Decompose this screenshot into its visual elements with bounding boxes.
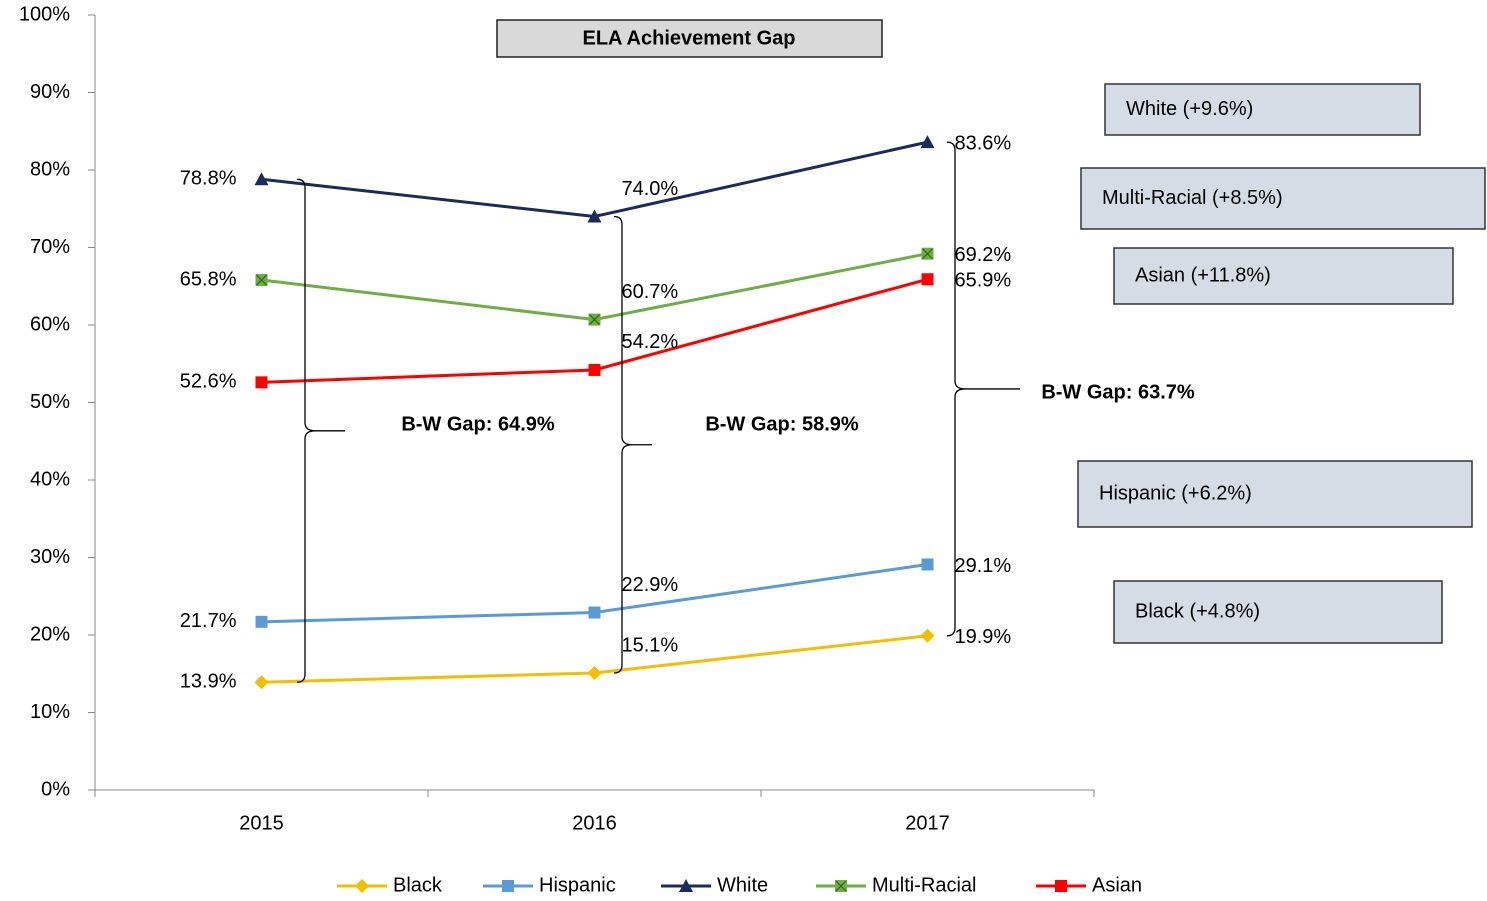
y-tick-label: 60%	[30, 313, 70, 335]
marker	[920, 135, 935, 149]
marker	[920, 628, 935, 643]
marker-cross	[256, 274, 267, 286]
legend-marker	[355, 879, 369, 893]
y-tick-label: 50%	[30, 391, 70, 413]
change-label: White (+9.6%)	[1126, 98, 1253, 120]
marker	[921, 558, 934, 571]
legend-marker	[1055, 880, 1067, 892]
y-tick-label: 40%	[30, 468, 70, 490]
change-label: Asian (+11.8%)	[1135, 264, 1271, 286]
marker	[255, 615, 268, 628]
legend-label: White	[717, 874, 768, 896]
change-label: Black (+4.8%)	[1135, 600, 1260, 622]
gap-label: B-W Gap: 58.9%	[705, 413, 859, 435]
series-line	[261, 252, 928, 322]
data-label: 78.8%	[180, 168, 237, 190]
marker-cross	[835, 880, 847, 892]
data-label: 65.8%	[180, 268, 237, 290]
data-label: 29.1%	[955, 555, 1012, 577]
marker-cross	[589, 314, 600, 325]
y-tick-label: 100%	[19, 3, 70, 25]
change-box	[1104, 83, 1421, 136]
gap-brace	[613, 215, 652, 674]
change-label: Hispanic (+6.2%)	[1099, 482, 1252, 504]
change-box	[1113, 580, 1443, 644]
y-tick-label: 30%	[30, 546, 70, 568]
data-label: 60.7%	[622, 281, 679, 303]
y-tick-label: 10%	[30, 701, 70, 723]
marker-cross	[922, 248, 933, 260]
y-tick-label: 0%	[41, 778, 70, 800]
marker	[254, 172, 269, 186]
data-label: 21.7%	[180, 610, 237, 632]
data-label: 15.1%	[622, 634, 679, 656]
chart-title: ELA Achievement Gap	[582, 27, 795, 49]
legend-marker	[679, 879, 693, 892]
data-label: 19.9%	[955, 626, 1012, 648]
change-label: Multi-Racial (+8.5%)	[1102, 187, 1283, 209]
data-label: 52.6%	[180, 371, 237, 393]
data-label: 69.2%	[955, 244, 1012, 266]
marker	[255, 376, 268, 389]
y-tick-label: 90%	[30, 81, 70, 103]
x-tick-label: 2017	[905, 812, 950, 834]
title-box	[496, 19, 883, 58]
marker	[254, 675, 269, 690]
legend-label: Black	[393, 874, 443, 896]
x-tick-label: 2015	[239, 812, 284, 834]
data-label: 13.9%	[180, 671, 237, 693]
marker	[587, 665, 602, 680]
data-label: 65.9%	[955, 270, 1012, 292]
change-box	[1080, 167, 1486, 230]
y-tick-label: 70%	[30, 236, 70, 258]
data-label: 83.6%	[955, 132, 1012, 154]
legend-label: Hispanic	[539, 874, 616, 896]
change-box	[1113, 247, 1454, 305]
legend-marker	[502, 880, 514, 892]
gap-label: B-W Gap: 64.9%	[401, 413, 555, 435]
series-line	[261, 140, 928, 219]
marker	[588, 363, 601, 376]
marker	[921, 273, 934, 286]
data-label: 22.9%	[622, 574, 679, 596]
data-label: 54.2%	[622, 331, 679, 353]
gap-brace	[296, 178, 345, 683]
change-box	[1077, 460, 1473, 528]
data-label: 74.0%	[622, 178, 679, 200]
x-tick-label: 2016	[572, 812, 617, 834]
y-tick-label: 80%	[30, 158, 70, 180]
marker	[588, 606, 601, 619]
marker	[587, 209, 602, 223]
legend-label: Multi-Racial	[872, 874, 976, 896]
gap-brace	[946, 141, 1020, 637]
gap-label: B-W Gap: 63.7%	[1041, 381, 1195, 403]
legend-label: Asian	[1092, 874, 1142, 896]
y-tick-label: 20%	[30, 623, 70, 645]
